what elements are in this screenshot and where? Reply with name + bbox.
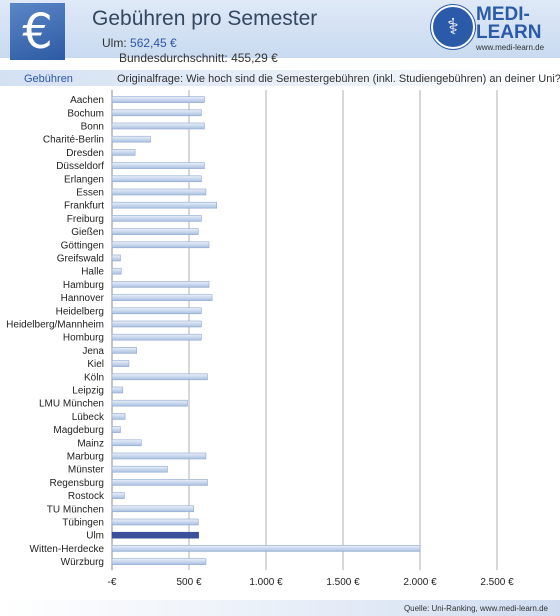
- ulm-label: Ulm:: [102, 36, 127, 50]
- bar: [111, 109, 202, 117]
- bar: [111, 241, 210, 249]
- category-label: Mainz: [77, 438, 104, 449]
- bar: [111, 360, 130, 367]
- bar: [111, 320, 202, 328]
- category-label: Leipzig: [72, 386, 104, 397]
- bar: [111, 215, 202, 222]
- national-label: Bundesdurchschnitt:: [119, 51, 228, 65]
- category-label: Dresden: [66, 148, 104, 159]
- bar: [111, 201, 218, 209]
- bar: [111, 492, 125, 499]
- bar: [111, 426, 121, 433]
- bar-highlight: [111, 531, 199, 539]
- band-label: Gebühren: [24, 73, 73, 85]
- category-label: Hannover: [61, 293, 105, 304]
- question-text: Originalfrage: Wie hoch sind die Semeste…: [117, 73, 560, 85]
- category-label: Göttingen: [61, 240, 104, 251]
- category-label: Freiburg: [67, 214, 104, 225]
- bar: [111, 175, 202, 183]
- national-value: 455,29 €: [231, 51, 278, 65]
- bar: [111, 281, 210, 288]
- category-label: Marburg: [67, 452, 104, 463]
- bar: [111, 413, 126, 420]
- category-label: Heidelberg/Mannheim: [6, 320, 104, 331]
- medi-learn-logo: ⚕ MEDI- LEARN www.medi-learn.de: [431, 5, 555, 55]
- category-label: Heidelberg: [56, 306, 104, 317]
- source-note: Quelle: Uni-Ranking, www.medi-learn.de: [403, 604, 548, 613]
- category-label: Greifswald: [57, 254, 104, 265]
- bar: [111, 96, 205, 103]
- bar: [111, 439, 142, 447]
- bar: [111, 254, 121, 262]
- category-label: Rostock: [68, 491, 105, 502]
- logo-text: MEDI- LEARN: [476, 4, 542, 43]
- bar: [111, 307, 202, 315]
- x-tick-label: -€: [108, 577, 117, 588]
- category-label: Aachen: [70, 95, 104, 106]
- bar: [111, 505, 194, 513]
- bar: [111, 545, 421, 552]
- bar: [111, 294, 213, 301]
- category-label: Würzburg: [61, 557, 104, 568]
- category-label: Essen: [76, 188, 104, 199]
- bar-chart: Aachen Bochum Bonn Charité-Berlin Dresden Düs…: [6, 90, 514, 588]
- category-label: Erlangen: [64, 174, 104, 185]
- category-label: Köln: [84, 372, 104, 383]
- bar: [111, 347, 137, 354]
- footer-band: [0, 600, 560, 616]
- bar: [111, 558, 207, 565]
- category-label: LMU München: [39, 399, 104, 410]
- category-label: Düsseldorf: [56, 161, 104, 172]
- bar: [111, 333, 202, 341]
- category-label: Homburg: [63, 333, 104, 344]
- bar: [111, 267, 122, 275]
- category-label: Tübingen: [62, 518, 104, 529]
- bar: [111, 465, 168, 473]
- category-label: TU München: [47, 504, 104, 515]
- category-label: Bonn: [81, 122, 104, 133]
- category-label: Frankfurt: [64, 201, 104, 212]
- page-title: Gebühren pro Semester: [92, 7, 318, 30]
- category-label: Charité-Berlin: [43, 135, 104, 146]
- bar: [111, 149, 136, 156]
- category-label: Regensburg: [50, 478, 104, 489]
- logo-url: www.medi-learn.de: [476, 43, 545, 52]
- x-tick-label: 500 €: [176, 577, 201, 588]
- question-band: [0, 70, 560, 86]
- logo-line2: LEARN: [476, 22, 542, 43]
- bar: [111, 188, 207, 196]
- bar: [111, 373, 208, 381]
- category-label: Gießen: [71, 227, 104, 238]
- category-label: Bochum: [67, 108, 104, 119]
- bar: [111, 479, 208, 486]
- category-label: Kiel: [87, 359, 104, 370]
- category-label: Halle: [81, 267, 104, 278]
- bar: [111, 122, 205, 130]
- bar: [111, 162, 205, 169]
- bar: [111, 135, 151, 143]
- bar: [111, 399, 188, 407]
- category-label: Lübeck: [72, 412, 105, 423]
- bar: [111, 518, 199, 526]
- x-tick-label: 1.500 €: [326, 577, 360, 588]
- euro-icon: €: [10, 3, 65, 60]
- national-average: Bundesdurchschnitt: 455,29 €: [119, 51, 278, 65]
- ulm-value: 562,45 €: [130, 36, 177, 50]
- x-tick-label: 2.500 €: [480, 577, 514, 588]
- ulm-fee: Ulm: 562,45 €: [102, 36, 177, 50]
- x-tick-label: 1.000 €: [249, 577, 283, 588]
- category-label: Ulm: [86, 531, 104, 542]
- caduceus-icon: ⚕: [431, 5, 475, 49]
- logo-line1: MEDI-: [476, 4, 530, 25]
- bar: [111, 386, 124, 394]
- category-label: Jena: [82, 346, 104, 357]
- category-label: Hamburg: [63, 280, 104, 291]
- bar: [111, 228, 199, 235]
- category-label: Magdeburg: [53, 425, 104, 436]
- bar: [111, 452, 207, 460]
- euro-glyph: €: [22, 3, 53, 60]
- category-label: Münster: [68, 465, 105, 476]
- x-tick-label: 2.000 €: [403, 577, 437, 588]
- category-label: Witten-Herdecke: [30, 544, 105, 555]
